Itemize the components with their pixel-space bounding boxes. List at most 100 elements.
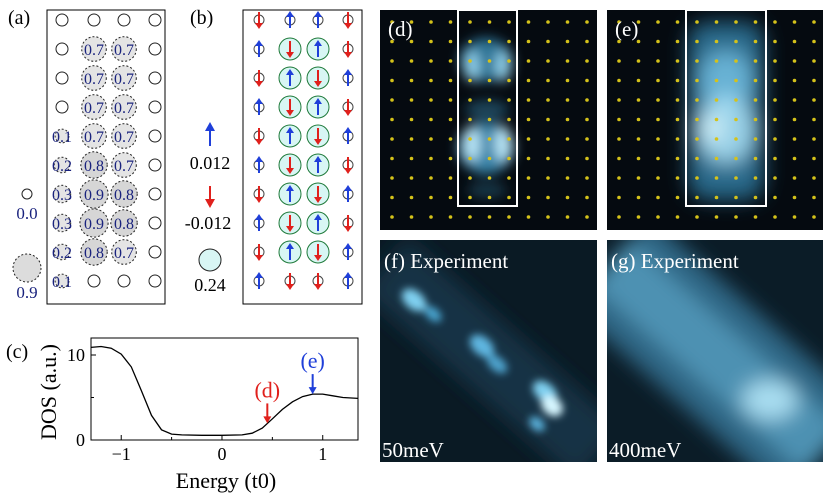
legend-density-value: 0.24 [194,275,226,295]
legend-up-value: 0.012 [190,153,231,173]
lattice-dot [656,195,660,200]
lattice-dot [714,98,719,102]
lattice-dot [675,59,680,63]
lattice-dot [695,59,699,63]
lattice-dot [468,156,472,161]
lattice-dot [507,137,511,141]
lattice-dot [429,59,433,63]
occupation-circle [55,71,69,85]
spin-arrowhead [344,168,352,174]
lattice-dot [734,137,738,141]
spin-arrowhead [286,243,294,249]
occupation-value: 0.7 [114,71,134,88]
lattice-dot [585,176,589,180]
lattice-dot [526,215,531,219]
lattice-dot [468,215,472,219]
lattice-dot [507,215,511,219]
spin-arrowhead [344,127,352,133]
y-tick-label: 0 [76,430,85,450]
occupation-circle [148,187,162,201]
spin-arrowhead [314,197,322,203]
lattice-dot [695,98,699,102]
lattice-dot [656,176,660,180]
lattice-dot [773,78,777,83]
occupation-circle [55,42,69,56]
lattice-dot [656,39,660,44]
spin-arrowhead [255,197,263,203]
lattice-dot [526,195,531,200]
lattice-dot [448,137,453,141]
lattice-dot [636,78,641,83]
occupation-circle [148,13,162,27]
panel-d-ribbon-box [457,10,518,207]
lattice-dot [753,137,758,141]
lattice-dot [675,195,680,200]
lattice-dot [792,20,797,24]
x-tick-label: 1 [318,444,327,464]
occupation-value: 0.7 [84,129,104,146]
occupation-circle [54,128,70,144]
lattice-dot [734,215,738,219]
lattice-dot [390,137,394,141]
occupation-value: 0.7 [84,42,104,59]
spin-arrowhead [314,255,322,261]
occupation-circle [148,71,162,85]
lattice-dot [753,176,758,180]
lattice-dot [526,156,531,161]
lattice-dot [695,176,699,180]
occupation-circle [79,208,109,238]
spin-arrowhead [255,139,263,145]
lattice-dot [565,117,570,122]
lattice-dot [585,156,589,161]
lattice-dot [565,156,570,161]
occupation-value: 0.7 [114,245,134,262]
lattice-dot [792,215,797,219]
spin-arrowhead [286,127,294,133]
lattice-dot [734,39,738,44]
lattice-dot [507,20,511,24]
occupation-circle [111,239,137,265]
occupation-circle [148,129,162,143]
spin-arrowhead [255,81,263,87]
lattice-dot [792,78,797,83]
lattice-dot [617,176,621,180]
lattice-dot [565,98,570,102]
lattice-dot [507,98,511,102]
annotation-arrowhead [308,387,317,395]
lattice-dot [526,20,531,24]
lattice-dot [487,156,492,161]
lattice-dot [409,176,414,180]
spin-arrowhead [255,156,263,162]
lattice-dot [585,137,589,141]
spin-arrowhead [286,168,294,174]
lattice-dot [617,98,621,102]
lattice-dot [675,176,680,180]
legend-full-circle [12,253,42,283]
lattice-dot [753,98,758,102]
legend-down-value: -0.012 [185,213,232,233]
occupation-value: 0.8 [84,158,104,175]
lattice-dot [812,117,816,122]
lattice-dot [409,137,414,141]
occupation-circle [81,65,107,91]
lattice-dot [675,78,680,83]
lattice-dot [409,195,414,200]
occupation-circle [148,100,162,114]
panel-d-ldos-glow [458,38,514,198]
lattice-dot [695,195,699,200]
lattice-dot [773,20,777,24]
occupation-value: 0.7 [84,71,104,88]
panel-g-label: (g) Experiment [611,249,739,273]
lattice-dot [468,39,472,44]
lattice-dot [734,195,738,200]
lattice-dot [714,59,719,63]
lattice-dot [753,20,758,24]
lattice-dot [565,137,570,141]
lattice-dot [675,215,680,219]
occupation-circle [80,238,108,266]
lattice-dot [617,215,621,219]
lattice-dot [812,78,816,83]
legend-density-circle [198,248,222,272]
lattice-dot [656,137,660,141]
